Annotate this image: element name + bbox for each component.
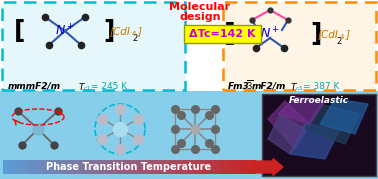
FancyBboxPatch shape <box>84 160 90 174</box>
FancyBboxPatch shape <box>33 160 39 174</box>
Text: 4: 4 <box>132 31 136 37</box>
Text: $T$: $T$ <box>290 81 298 91</box>
Text: ]: ] <box>345 29 349 39</box>
Text: $\overline{3}$: $\overline{3}$ <box>246 79 253 93</box>
FancyBboxPatch shape <box>230 160 236 174</box>
Polygon shape <box>320 99 368 134</box>
Text: ]: ] <box>103 19 115 43</box>
Text: [: [ <box>14 19 25 43</box>
Text: [CdI: [CdI <box>110 26 131 36</box>
Text: 2: 2 <box>336 37 341 45</box>
FancyBboxPatch shape <box>124 160 130 174</box>
FancyBboxPatch shape <box>250 160 256 174</box>
Text: Phase Transition Temperature: Phase Transition Temperature <box>46 162 212 172</box>
FancyBboxPatch shape <box>149 160 155 174</box>
FancyArrow shape <box>255 159 283 175</box>
FancyBboxPatch shape <box>159 160 165 174</box>
Text: $T$: $T$ <box>78 81 86 91</box>
FancyBboxPatch shape <box>53 160 59 174</box>
FancyBboxPatch shape <box>89 160 95 174</box>
FancyBboxPatch shape <box>184 25 261 43</box>
FancyBboxPatch shape <box>28 160 34 174</box>
FancyBboxPatch shape <box>210 160 216 174</box>
FancyBboxPatch shape <box>204 160 211 174</box>
Text: ΔTc=142 K: ΔTc=142 K <box>189 29 256 39</box>
FancyBboxPatch shape <box>59 160 65 174</box>
FancyBboxPatch shape <box>262 94 376 176</box>
FancyBboxPatch shape <box>139 160 145 174</box>
FancyBboxPatch shape <box>154 160 160 174</box>
Text: design: design <box>179 12 221 22</box>
Text: Molecular: Molecular <box>169 2 231 12</box>
Text: 4: 4 <box>340 34 344 40</box>
Text: mF2/m: mF2/m <box>252 81 287 91</box>
FancyBboxPatch shape <box>18 160 24 174</box>
FancyBboxPatch shape <box>235 160 241 174</box>
FancyBboxPatch shape <box>13 160 19 174</box>
Polygon shape <box>305 104 360 144</box>
FancyBboxPatch shape <box>0 91 378 179</box>
FancyBboxPatch shape <box>79 160 85 174</box>
FancyBboxPatch shape <box>223 2 376 90</box>
Text: c1: c1 <box>84 86 91 91</box>
FancyBboxPatch shape <box>64 160 70 174</box>
FancyBboxPatch shape <box>43 160 50 174</box>
FancyBboxPatch shape <box>3 160 9 174</box>
Text: $N^+$: $N^+$ <box>55 23 75 39</box>
Text: ]: ] <box>137 26 141 36</box>
FancyBboxPatch shape <box>134 160 140 174</box>
FancyBboxPatch shape <box>200 160 206 174</box>
Polygon shape <box>278 97 325 124</box>
FancyBboxPatch shape <box>94 160 100 174</box>
FancyBboxPatch shape <box>164 160 170 174</box>
Text: $N^+$: $N^+$ <box>260 26 280 42</box>
FancyBboxPatch shape <box>215 160 221 174</box>
Text: 2: 2 <box>132 33 137 42</box>
Text: mmmF2/m: mmmF2/m <box>8 81 61 91</box>
FancyBboxPatch shape <box>184 160 191 174</box>
FancyBboxPatch shape <box>169 160 175 174</box>
FancyBboxPatch shape <box>195 160 201 174</box>
Polygon shape <box>290 124 340 159</box>
FancyBboxPatch shape <box>23 160 29 174</box>
Text: = 245 K: = 245 K <box>91 81 127 91</box>
FancyBboxPatch shape <box>0 0 378 91</box>
Text: Ferroelastic: Ferroelastic <box>289 96 349 105</box>
FancyBboxPatch shape <box>129 160 135 174</box>
FancyBboxPatch shape <box>245 160 251 174</box>
Text: [CdI: [CdI <box>318 29 339 39</box>
FancyBboxPatch shape <box>174 160 180 174</box>
FancyBboxPatch shape <box>180 160 186 174</box>
Text: Fm3: Fm3 <box>228 81 250 91</box>
FancyBboxPatch shape <box>119 160 125 174</box>
Text: ]: ] <box>310 22 321 46</box>
FancyBboxPatch shape <box>68 160 74 174</box>
FancyBboxPatch shape <box>38 160 44 174</box>
Polygon shape <box>268 101 310 149</box>
Text: c3: c3 <box>296 86 304 91</box>
Text: [: [ <box>224 22 235 46</box>
FancyBboxPatch shape <box>240 160 246 174</box>
FancyBboxPatch shape <box>48 160 54 174</box>
FancyBboxPatch shape <box>99 160 105 174</box>
FancyBboxPatch shape <box>114 160 120 174</box>
Text: = 387 K: = 387 K <box>303 81 339 91</box>
FancyBboxPatch shape <box>74 160 80 174</box>
FancyBboxPatch shape <box>189 160 195 174</box>
Polygon shape <box>268 114 305 154</box>
FancyBboxPatch shape <box>104 160 110 174</box>
FancyBboxPatch shape <box>225 160 231 174</box>
FancyBboxPatch shape <box>220 160 226 174</box>
FancyBboxPatch shape <box>2 2 185 90</box>
FancyBboxPatch shape <box>109 160 115 174</box>
FancyBboxPatch shape <box>8 160 14 174</box>
FancyBboxPatch shape <box>144 160 150 174</box>
